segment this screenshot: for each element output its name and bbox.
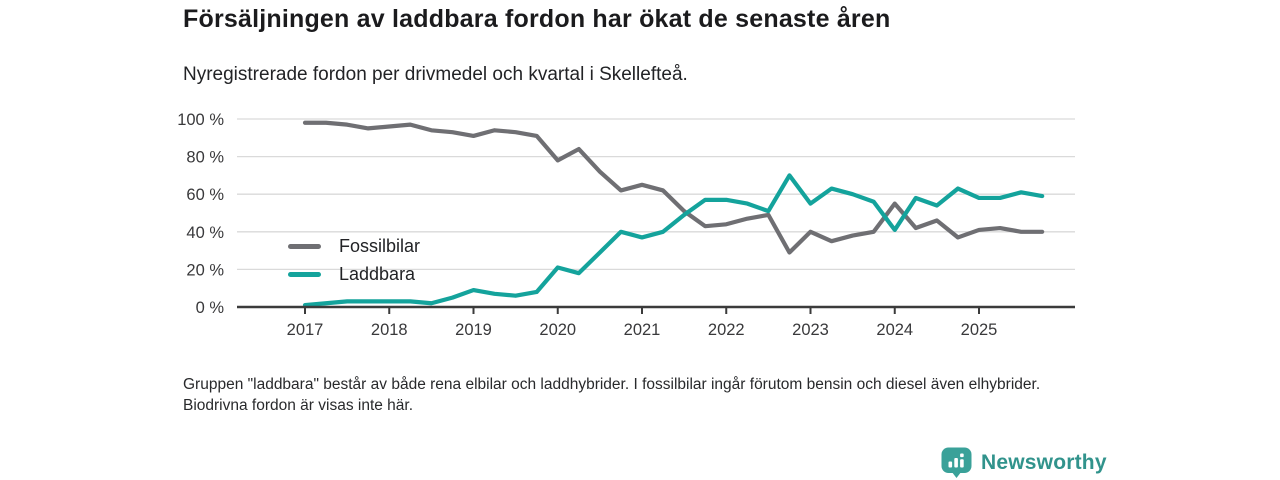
- x-axis-label: 2022: [708, 321, 745, 339]
- y-axis-label: 100 %: [177, 111, 224, 129]
- fossilbilar-line-swatch: [288, 243, 321, 249]
- y-axis-label: 80 %: [186, 149, 224, 167]
- x-axis-label: 2023: [792, 321, 829, 339]
- newsworthy-branding: Newsworthy: [941, 447, 1107, 478]
- series-line-fossilbilar: [302, 120, 1045, 255]
- x-axis-label: 2017: [287, 321, 324, 339]
- newsworthy-wordmark: Newsworthy: [981, 450, 1107, 474]
- y-axis-label: 40 %: [186, 224, 224, 242]
- chart-subtitle: Nyregistrerade fordon per drivmedel och …: [183, 64, 688, 85]
- y-axis-label: 20 %: [186, 261, 224, 279]
- laddbara-line-swatch: [288, 271, 321, 277]
- newsworthy-logo-icon: [941, 447, 972, 478]
- x-axis-label: 2020: [539, 321, 576, 339]
- legend-label-laddbara: Laddbara: [339, 263, 416, 284]
- x-axis-label: 2025: [961, 321, 998, 339]
- legend-label-fossilbilar: Fossilbilar: [339, 235, 421, 256]
- x-axis-label: 2019: [455, 321, 492, 339]
- legend-item-laddbara: Laddbara: [288, 264, 420, 284]
- x-axis-label: 2021: [624, 321, 661, 339]
- y-axis-label: 0 %: [196, 299, 225, 317]
- chart-title: Försäljningen av laddbara fordon har öka…: [183, 5, 891, 33]
- series-line-laddbara: [302, 173, 1045, 308]
- y-axis-label: 60 %: [186, 186, 224, 204]
- x-axis-label: 2024: [876, 321, 913, 339]
- chart-footnote: Gruppen "laddbara" består av både rena e…: [183, 376, 1041, 415]
- x-axis-label: 2018: [371, 321, 408, 339]
- legend-item-fossilbilar: Fossilbilar: [288, 236, 420, 256]
- chart-legend: Fossilbilar Laddbara: [288, 236, 420, 284]
